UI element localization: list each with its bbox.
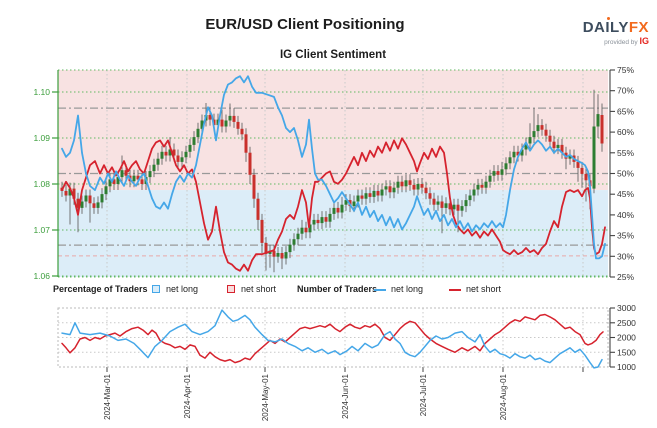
svg-text:60%: 60% — [617, 127, 634, 137]
svg-text:75%: 75% — [617, 65, 634, 75]
svg-text:40%: 40% — [617, 210, 634, 220]
svg-text:25%: 25% — [617, 272, 634, 282]
svg-text:1.08: 1.08 — [33, 179, 50, 189]
dailyfx-wordmark: DAI LYFX — [582, 17, 649, 36]
chart-legend: Percentage of Traders net long net short… — [0, 283, 657, 299]
svg-text:65%: 65% — [617, 106, 634, 116]
legend-net-short-label: net short — [241, 284, 277, 294]
ig-logo: IG — [639, 36, 649, 46]
svg-text:2024-Apr-01: 2024-Apr-01 — [183, 373, 192, 418]
svg-text:1.09: 1.09 — [33, 133, 50, 143]
svg-text:2024-Aug-01: 2024-Aug-01 — [499, 373, 508, 420]
svg-text:1500: 1500 — [617, 347, 636, 357]
svg-text:55%: 55% — [617, 148, 634, 158]
page-title: EUR/USD Client Positioning — [205, 16, 405, 33]
svg-text:70%: 70% — [617, 86, 634, 96]
svg-text:2024-Mar-01: 2024-Mar-01 — [103, 373, 112, 419]
net-short-square-icon — [227, 285, 235, 293]
legend-number-header: Number of Traders — [297, 284, 378, 294]
dailyfx-logo: DAI LYFX provided by IG — [582, 17, 649, 47]
svg-text:1.10: 1.10 — [33, 87, 50, 97]
svg-text:2500: 2500 — [617, 318, 636, 328]
svg-text:2024-Jun-01: 2024-Jun-01 — [341, 373, 350, 418]
svg-text:1.06: 1.06 — [33, 271, 50, 281]
net-long-square-icon — [152, 285, 160, 293]
legend-net-long-count-label: net long — [391, 284, 424, 294]
svg-text:45%: 45% — [617, 189, 634, 199]
svg-text:1000: 1000 — [617, 362, 636, 372]
logo-provided-by: provided by IG — [604, 36, 649, 46]
legend-percentage-header: Percentage of Traders — [53, 284, 148, 294]
net-short-line-icon — [449, 289, 461, 291]
svg-text:1.07: 1.07 — [33, 225, 50, 235]
svg-text:30%: 30% — [617, 251, 634, 261]
legend-net-long-label: net long — [166, 284, 199, 294]
chart-subtitle: IG Client Sentiment — [279, 49, 387, 61]
svg-text:2024-May-01: 2024-May-01 — [261, 373, 270, 421]
svg-text:2000: 2000 — [617, 333, 636, 343]
svg-text:2024-Jul-01: 2024-Jul-01 — [419, 373, 428, 416]
net-long-line-icon — [374, 289, 386, 291]
svg-text:3000: 3000 — [617, 303, 636, 313]
svg-text:35%: 35% — [617, 231, 634, 241]
logo-i-dot-icon — [606, 17, 610, 20]
svg-text:50%: 50% — [617, 169, 634, 179]
legend-net-short-count-label: net short — [466, 284, 502, 294]
